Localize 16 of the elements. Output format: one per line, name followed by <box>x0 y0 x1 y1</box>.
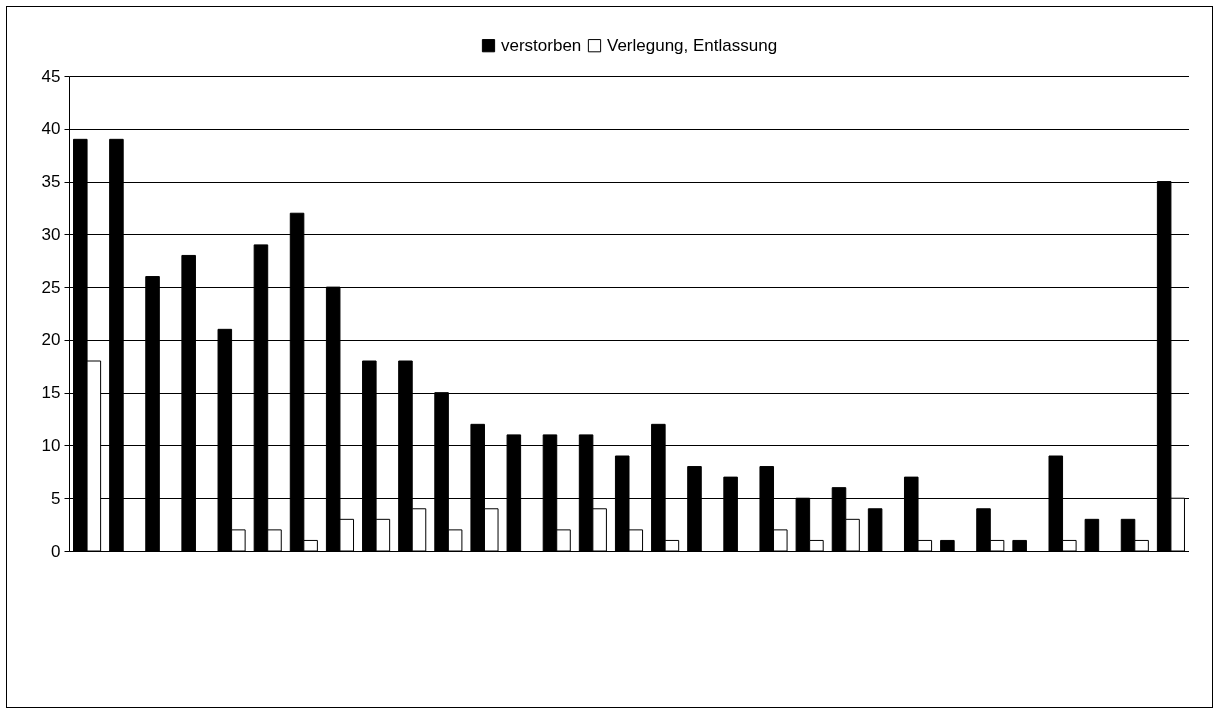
y-tick-label: 10 <box>41 435 61 455</box>
y-tick-label: 15 <box>41 383 61 403</box>
y-tick-label: 40 <box>41 119 61 139</box>
bar <box>1012 539 1027 552</box>
y-tick-label: 5 <box>51 488 61 508</box>
y-tick-label: 45 <box>41 66 61 86</box>
y-tick-label: 0 <box>51 541 61 561</box>
y-tick-label: 35 <box>41 172 61 192</box>
bar <box>867 508 883 552</box>
y-tick-label: 25 <box>41 277 61 297</box>
bar <box>940 539 955 552</box>
legend-label: Verlegung, Entlassung <box>607 35 778 55</box>
bar <box>1084 518 1100 552</box>
y-tick-label: 30 <box>41 224 61 244</box>
y-tick-label: 20 <box>41 330 61 350</box>
legend-label: verstorben <box>501 35 582 55</box>
